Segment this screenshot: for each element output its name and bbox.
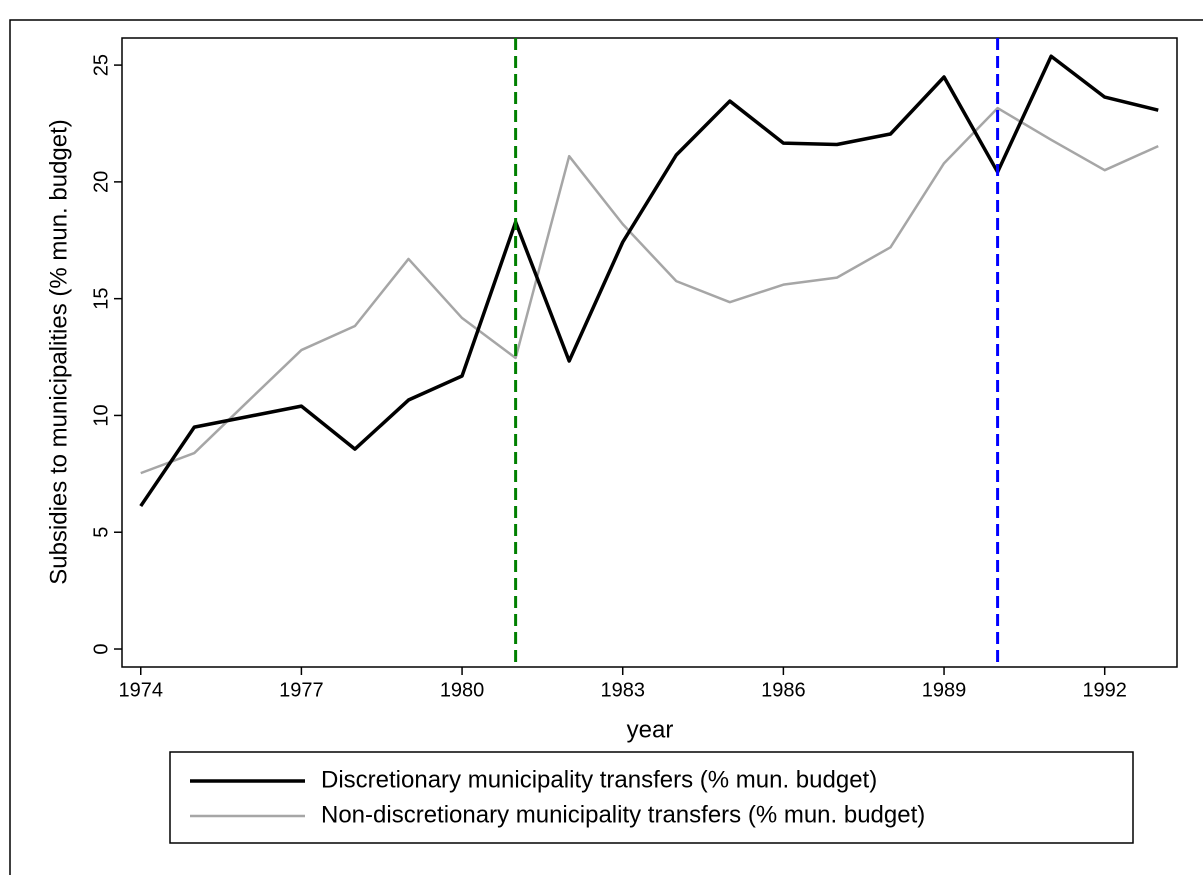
y-tick-label: 25 [90, 54, 112, 76]
x-tick-label: 1986 [761, 679, 806, 701]
y-axis-label: Subsidies to municipalities (% mun. budg… [45, 119, 72, 585]
y-tick-label: 5 [90, 527, 112, 538]
x-tick-label: 1980 [440, 679, 485, 701]
plot-frame [121, 37, 1178, 668]
y-tick-label: 15 [90, 288, 112, 310]
outer-frame [9, 19, 1203, 875]
x-tick-label: 1983 [600, 679, 645, 701]
legend-label: Non-discretionary municipality transfers… [321, 801, 925, 828]
legend-box [169, 751, 1134, 844]
legend-label: Discretionary municipality transfers (% … [321, 766, 877, 793]
y-tick-label: 0 [90, 643, 112, 654]
series-line [140, 106, 1159, 475]
x-tick-label: 1989 [922, 679, 967, 701]
y-tick-label: 10 [90, 404, 112, 426]
x-axis-label: year [627, 716, 674, 743]
series-line [139, 54, 1159, 508]
x-tick-label: 1977 [279, 679, 324, 701]
x-tick-label: 1992 [1082, 679, 1127, 701]
x-tick-label: 1974 [118, 679, 163, 701]
y-tick-label: 20 [90, 171, 112, 193]
